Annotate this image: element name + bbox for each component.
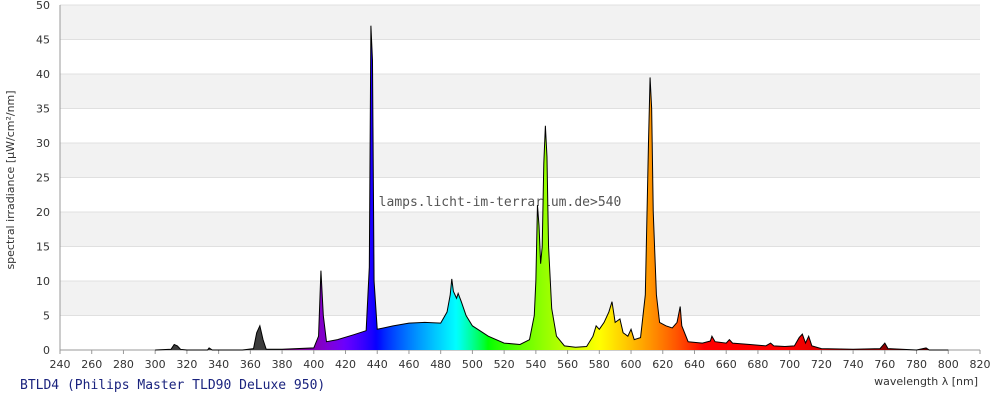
x-tick-label: 620	[652, 358, 673, 371]
y-tick-label: 25	[36, 172, 50, 185]
x-tick-label: 800	[938, 358, 959, 371]
x-tick-label: 760	[874, 358, 895, 371]
x-tick-label: 820	[970, 358, 991, 371]
grid-band	[60, 74, 980, 109]
x-tick-label: 780	[906, 358, 927, 371]
x-tick-label: 640	[684, 358, 705, 371]
x-tick-label: 740	[843, 358, 864, 371]
x-tick-label: 700	[779, 358, 800, 371]
y-tick-label: 30	[36, 137, 50, 150]
x-tick-label: 240	[50, 358, 71, 371]
x-tick-label: 300	[145, 358, 166, 371]
x-tick-label: 360	[240, 358, 261, 371]
grid-band	[60, 281, 980, 316]
y-tick-label: 20	[36, 206, 50, 219]
y-tick-label: 5	[43, 310, 50, 323]
chart-title: BTLD4 (Philips Master TLD90 DeLuxe 950)	[20, 378, 325, 393]
x-tick-label: 560	[557, 358, 578, 371]
y-tick-label: 15	[36, 241, 50, 254]
x-tick-label: 260	[81, 358, 102, 371]
grid-band	[60, 212, 980, 247]
x-tick-label: 720	[811, 358, 832, 371]
x-tick-label: 480	[430, 358, 451, 371]
x-tick-label: 460	[398, 358, 419, 371]
x-tick-label: 540	[525, 358, 546, 371]
x-tick-label: 380	[272, 358, 293, 371]
x-tick-label: 600	[621, 358, 642, 371]
y-tick-label: 50	[36, 0, 50, 12]
x-tick-label: 400	[303, 358, 324, 371]
grid-band	[60, 143, 980, 178]
annotation: lamps.licht-im-terrarium.de>540	[379, 195, 622, 210]
x-tick-label: 520	[494, 358, 515, 371]
x-axis-label: wavelength λ [nm]	[874, 375, 978, 388]
x-tick-label: 500	[462, 358, 483, 371]
x-tick-label: 340	[208, 358, 229, 371]
y-axis-label: spectral irradiance [µW/cm²/nm]	[4, 90, 17, 269]
y-tick-label: 10	[36, 275, 50, 288]
x-tick-label: 320	[176, 358, 197, 371]
x-tick-label: 280	[113, 358, 134, 371]
y-tick-label: 45	[36, 34, 50, 47]
spectrum-line	[155, 25, 949, 351]
x-tick-label: 660	[716, 358, 737, 371]
x-tick-label: 420	[335, 358, 356, 371]
x-tick-label: 440	[367, 358, 388, 371]
x-tick-label: 680	[747, 358, 768, 371]
grid-band	[60, 5, 980, 40]
y-tick-label: 40	[36, 68, 50, 81]
x-tick-label: 580	[589, 358, 610, 371]
y-tick-label: 35	[36, 103, 50, 116]
y-tick-label: 0	[43, 344, 50, 357]
